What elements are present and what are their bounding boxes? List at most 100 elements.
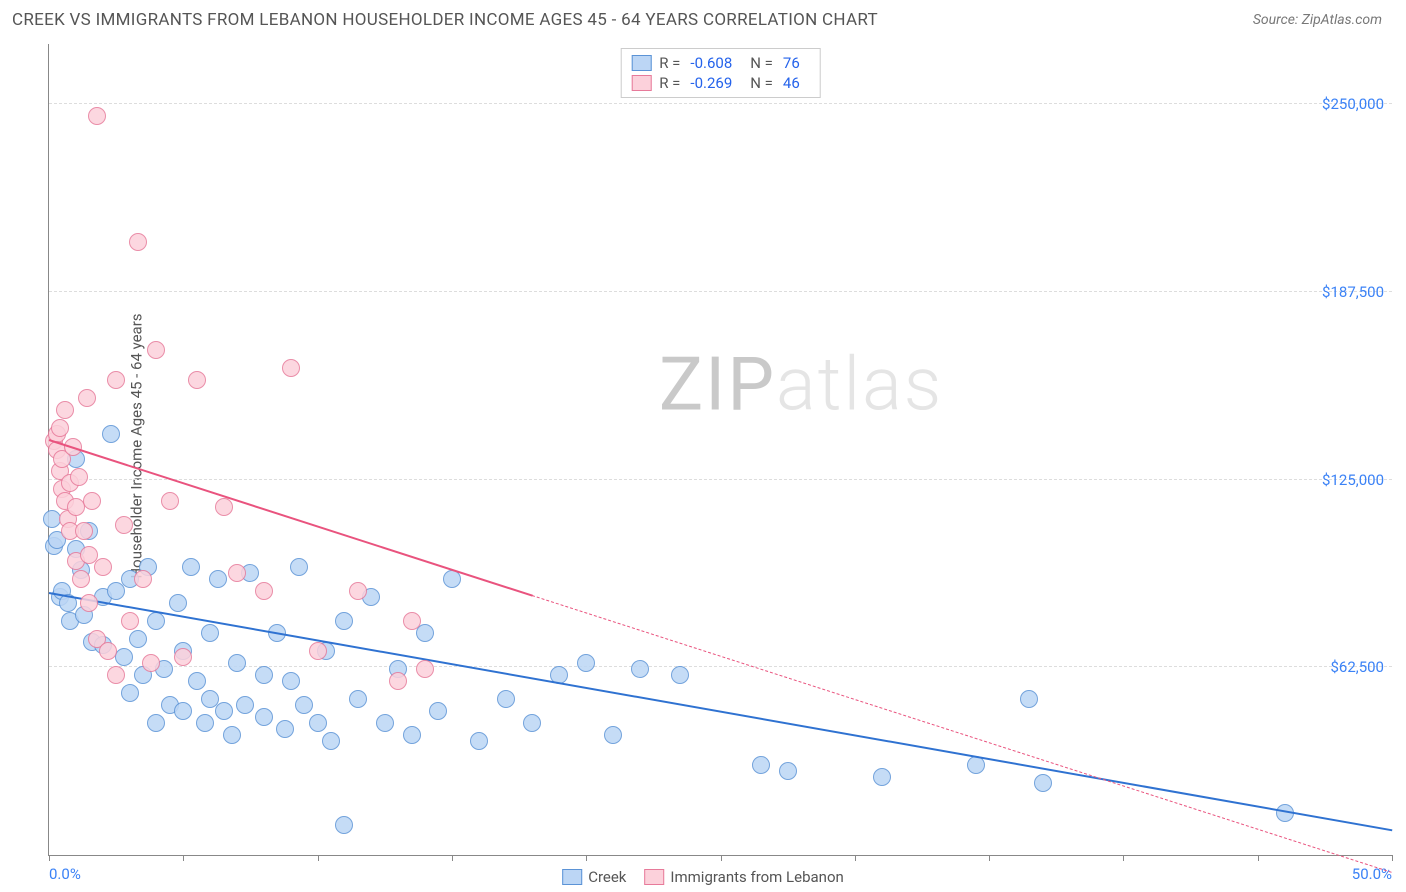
chart-title: CREEK VS IMMIGRANTS FROM LEBANON HOUSEHO… — [12, 10, 878, 30]
legend-item: Creek — [562, 868, 626, 886]
watermark-rest: atlas — [776, 341, 943, 428]
data-point — [88, 107, 106, 125]
correlation-legend: R =-0.608N =76R =-0.269N =46 — [620, 48, 821, 98]
legend-n-value: 46 — [783, 74, 800, 92]
legend-swatch — [644, 869, 664, 885]
data-point — [142, 654, 160, 672]
data-point — [147, 714, 165, 732]
legend-r-label: R = — [659, 74, 680, 92]
x-tick — [855, 855, 856, 861]
x-tick — [183, 855, 184, 861]
data-point — [403, 612, 421, 630]
data-point — [107, 666, 125, 684]
data-point — [276, 720, 294, 738]
data-point — [188, 371, 206, 389]
data-point — [255, 708, 273, 726]
legend-row: R =-0.269N =46 — [631, 73, 810, 93]
data-point — [72, 570, 90, 588]
data-point — [169, 594, 187, 612]
legend-swatch — [631, 75, 651, 91]
legend-label: Immigrants from Lebanon — [670, 868, 843, 886]
legend-r-value: -0.269 — [690, 74, 732, 92]
legend-item: Immigrants from Lebanon — [644, 868, 843, 886]
data-point — [56, 401, 74, 419]
data-point — [80, 594, 98, 612]
watermark-zip: ZIP — [659, 341, 776, 428]
data-point — [129, 630, 147, 648]
gridline — [49, 103, 1392, 104]
data-point — [129, 233, 147, 251]
data-point — [1034, 774, 1052, 792]
data-point — [115, 516, 133, 534]
data-point — [282, 672, 300, 690]
series-legend: Creek Immigrants from Lebanon — [562, 868, 844, 886]
x-tick — [586, 855, 587, 861]
x-tick — [1392, 855, 1393, 861]
gridline — [49, 291, 1392, 292]
data-point — [470, 732, 488, 750]
data-point — [83, 492, 101, 510]
gridline — [49, 666, 1392, 667]
x-tick — [989, 855, 990, 861]
data-point — [335, 816, 353, 834]
y-tick-label: $62,500 — [1330, 658, 1384, 676]
legend-row: R =-0.608N =76 — [631, 53, 810, 73]
data-point — [497, 690, 515, 708]
data-point — [236, 696, 254, 714]
header: CREEK VS IMMIGRANTS FROM LEBANON HOUSEHO… — [0, 0, 1406, 36]
data-point — [429, 702, 447, 720]
x-tick — [49, 855, 50, 861]
data-point — [282, 359, 300, 377]
data-point — [752, 756, 770, 774]
x-tick — [452, 855, 453, 861]
data-point — [94, 558, 112, 576]
data-point — [196, 714, 214, 732]
data-point — [228, 564, 246, 582]
gridline — [49, 479, 1392, 480]
data-point — [182, 558, 200, 576]
data-point — [523, 714, 541, 732]
x-tick — [318, 855, 319, 861]
x-tick-label: 50.0% — [1352, 865, 1392, 883]
data-point — [134, 570, 152, 588]
data-point — [577, 654, 595, 672]
data-point — [121, 684, 139, 702]
data-point — [147, 341, 165, 359]
data-point — [51, 419, 69, 437]
legend-label: Creek — [588, 868, 626, 886]
data-point — [75, 522, 93, 540]
y-tick-label: $187,500 — [1322, 283, 1384, 301]
legend-r-value: -0.608 — [690, 54, 732, 72]
data-point — [1020, 690, 1038, 708]
x-tick — [721, 855, 722, 861]
chart-container: CREEK VS IMMIGRANTS FROM LEBANON HOUSEHO… — [0, 0, 1406, 892]
data-point — [309, 642, 327, 660]
data-point — [376, 714, 394, 732]
data-point — [201, 624, 219, 642]
data-point — [228, 654, 246, 672]
data-point — [174, 648, 192, 666]
data-point — [671, 666, 689, 684]
data-point — [174, 702, 192, 720]
data-point — [309, 714, 327, 732]
legend-swatch — [631, 55, 651, 71]
x-tick — [1123, 855, 1124, 861]
data-point — [255, 666, 273, 684]
data-point — [102, 425, 120, 443]
data-point — [115, 648, 133, 666]
legend-n-value: 76 — [783, 54, 800, 72]
data-point — [121, 612, 139, 630]
legend-n-label: N = — [750, 54, 773, 72]
data-point — [322, 732, 340, 750]
data-point — [416, 660, 434, 678]
data-point — [70, 468, 88, 486]
data-point — [349, 690, 367, 708]
data-point — [779, 762, 797, 780]
data-point — [78, 389, 96, 407]
data-point — [147, 612, 165, 630]
data-point — [215, 498, 233, 516]
y-tick-label: $250,000 — [1322, 95, 1384, 113]
data-point — [604, 726, 622, 744]
data-point — [631, 660, 649, 678]
data-point — [873, 768, 891, 786]
